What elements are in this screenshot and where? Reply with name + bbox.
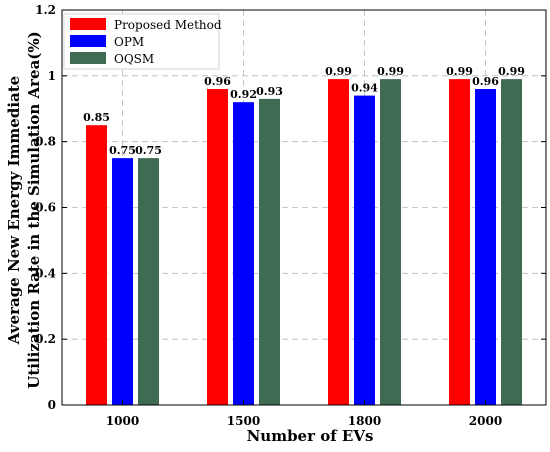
x-axis-title: Number of EVs	[247, 427, 374, 445]
y-tick-label: 0.4	[35, 266, 56, 280]
data-label: 0.75	[109, 144, 136, 157]
y-tick-label: 1	[48, 69, 56, 83]
data-label: 0.96	[472, 75, 499, 88]
axis-layer	[61, 9, 547, 406]
data-label: 0.99	[325, 65, 352, 78]
data-label: 0.94	[351, 82, 378, 95]
y-axis-title-line-1: Average New Energy Immediate	[5, 76, 23, 345]
bar-oqsm	[501, 79, 522, 405]
data-label: 0.99	[446, 65, 473, 78]
data-label: 0.75	[135, 144, 162, 157]
y-tick-label: 0.6	[35, 201, 56, 215]
bar-oqsm	[380, 79, 401, 405]
bar-proposed-method	[207, 89, 228, 405]
data-label: 0.85	[83, 111, 110, 124]
bar-proposed-method	[86, 125, 107, 405]
bar-opm	[475, 89, 496, 405]
y-tick-label: 0	[48, 398, 56, 412]
x-tick-label: 2000	[469, 414, 502, 428]
bar-layer	[86, 79, 522, 406]
x-tick-label: 1500	[227, 414, 260, 428]
data-label: 0.96	[204, 75, 231, 88]
legend-swatch	[70, 52, 106, 64]
bar-opm	[233, 102, 254, 406]
x-tick-label: 1000	[106, 414, 139, 428]
y-tick-label: 0.8	[35, 135, 56, 149]
legend-swatch	[70, 18, 106, 30]
legend: Proposed Method OPM OQSM	[63, 13, 222, 70]
bar-proposed-method	[449, 79, 470, 405]
data-label: 0.92	[230, 88, 257, 101]
data-label: 0.93	[256, 85, 283, 98]
legend-label: Proposed Method	[114, 18, 222, 32]
data-label: 0.99	[377, 65, 404, 78]
x-tick-label: 1800	[348, 414, 381, 428]
legend-label: OPM	[114, 35, 144, 49]
data-label: 0.99	[498, 65, 525, 78]
y-tick-label: 1.2	[35, 3, 56, 17]
y-axis-title-line-2: Utilization Rate in the Simulation Area(…	[25, 31, 43, 389]
axis-frame	[61, 9, 547, 406]
label-layer: 0 0.2 0.4 0.6 0.8 1 1.2 1000 0.85 0.75 0.75 1500 0.9…	[35, 3, 525, 428]
legend-swatch	[70, 35, 106, 47]
legend-label: OQSM	[114, 52, 154, 66]
bar-opm	[354, 95, 375, 405]
bar-opm	[112, 158, 133, 405]
bar-oqsm	[259, 98, 280, 405]
bar-proposed-method	[328, 79, 349, 405]
bar-oqsm	[138, 158, 159, 405]
y-tick-label: 0.2	[35, 332, 56, 346]
